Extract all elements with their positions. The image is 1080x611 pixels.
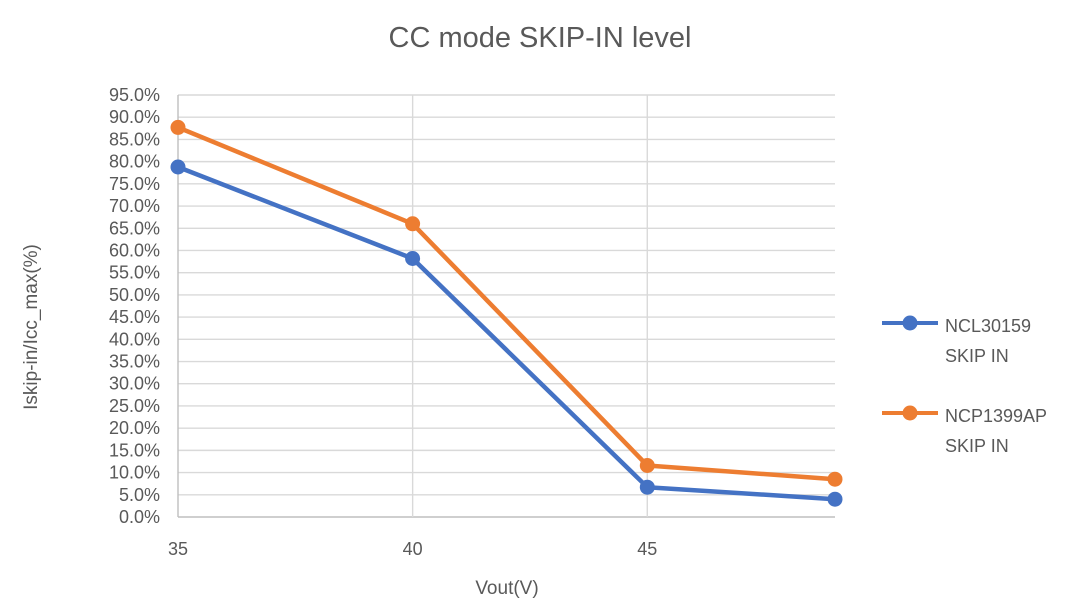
svg-text:20.0%: 20.0%: [109, 418, 160, 438]
svg-text:85.0%: 85.0%: [109, 129, 160, 149]
legend-label-line1: NCP1399AP: [945, 406, 1048, 426]
chart-title: CC mode SKIP-IN level: [388, 22, 692, 54]
svg-text:5.0%: 5.0%: [119, 485, 160, 505]
svg-text:65.0%: 65.0%: [109, 218, 160, 238]
svg-text:70.0%: 70.0%: [109, 196, 160, 216]
svg-text:10.0%: 10.0%: [109, 463, 160, 483]
svg-text:90.0%: 90.0%: [109, 107, 160, 127]
legend-label: NCL30159 SKIP IN: [945, 311, 1031, 371]
svg-text:80.0%: 80.0%: [109, 152, 160, 172]
svg-text:0.0%: 0.0%: [119, 507, 160, 527]
legend-entry-ncp1399ap: NCP1399AP SKIP IN: [881, 401, 1047, 461]
line-marker-icon: [882, 405, 938, 421]
legend-label-line1: NCL30159: [945, 316, 1032, 336]
svg-text:55.0%: 55.0%: [109, 263, 160, 283]
svg-text:35: 35: [168, 539, 188, 559]
svg-text:75.0%: 75.0%: [109, 174, 160, 194]
svg-text:35.0%: 35.0%: [109, 352, 160, 372]
svg-text:25.0%: 25.0%: [109, 396, 160, 416]
svg-text:30.0%: 30.0%: [109, 374, 160, 394]
svg-text:45: 45: [637, 539, 657, 559]
svg-text:40: 40: [403, 539, 423, 559]
svg-text:50.0%: 50.0%: [109, 285, 160, 305]
legend-label: NCP1399AP SKIP IN: [945, 401, 1047, 461]
svg-text:95.0%: 95.0%: [109, 85, 160, 105]
line-marker-icon: [882, 315, 938, 331]
svg-text:45.0%: 45.0%: [109, 307, 160, 327]
svg-text:40.0%: 40.0%: [109, 329, 160, 349]
x-axis-title: Vout(V): [475, 578, 539, 599]
legend-label-line2: SKIP IN: [945, 346, 1009, 366]
svg-text:15.0%: 15.0%: [109, 440, 160, 460]
legend-label-line2: SKIP IN: [945, 436, 1009, 456]
legend-entry-ncl30159: NCL30159 SKIP IN: [881, 311, 1031, 371]
svg-text:60.0%: 60.0%: [109, 241, 160, 261]
